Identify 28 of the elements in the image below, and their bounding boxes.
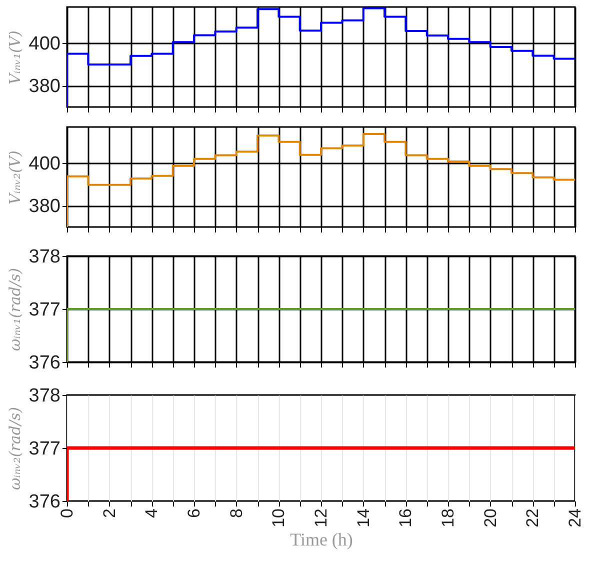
x-tick-label: 12 xyxy=(312,508,330,528)
x-tick-label: 20 xyxy=(480,508,500,528)
x-tick-label: 24 xyxy=(566,508,584,528)
y-tick-label: 400 xyxy=(28,154,60,175)
y-axis-title: Vᵢₙᵥ₂(V) xyxy=(6,150,24,205)
x-tick-label: 14 xyxy=(354,508,373,528)
x-tick-label: 0 xyxy=(58,508,76,518)
x-axis-title: Time (h) xyxy=(290,529,353,550)
x-tick-label: 22 xyxy=(523,508,542,528)
y-axis-title: ωᵢₙᵥ₁(rad/s) xyxy=(6,268,24,352)
y-tick-label: 377 xyxy=(28,300,60,320)
x-tick-label: 4 xyxy=(142,508,162,518)
y-tick-label: 380 xyxy=(28,196,60,218)
y-tick-label: 378 xyxy=(28,386,60,406)
y-tick-label: 376 xyxy=(28,492,60,512)
y-tick-label: 400 xyxy=(28,34,60,55)
y-tick-label: 376 xyxy=(28,352,60,374)
x-tick-label: 18 xyxy=(438,508,458,528)
x-tick-label: 8 xyxy=(226,508,246,518)
x-tick-label: 10 xyxy=(269,508,288,528)
x-tick-label: 6 xyxy=(184,508,204,518)
y-tick-label: 378 xyxy=(28,246,60,268)
y-tick-label: 377 xyxy=(28,438,60,460)
y-axis-title: ωᵢₙᵥ₂(rad/s) xyxy=(6,406,24,490)
x-tick-label: 2 xyxy=(100,508,119,518)
y-axis-title: Vᵢₙᵥ₁(V) xyxy=(6,30,24,85)
y-tick-label: 380 xyxy=(28,76,60,98)
x-tick-label: 16 xyxy=(396,508,416,528)
